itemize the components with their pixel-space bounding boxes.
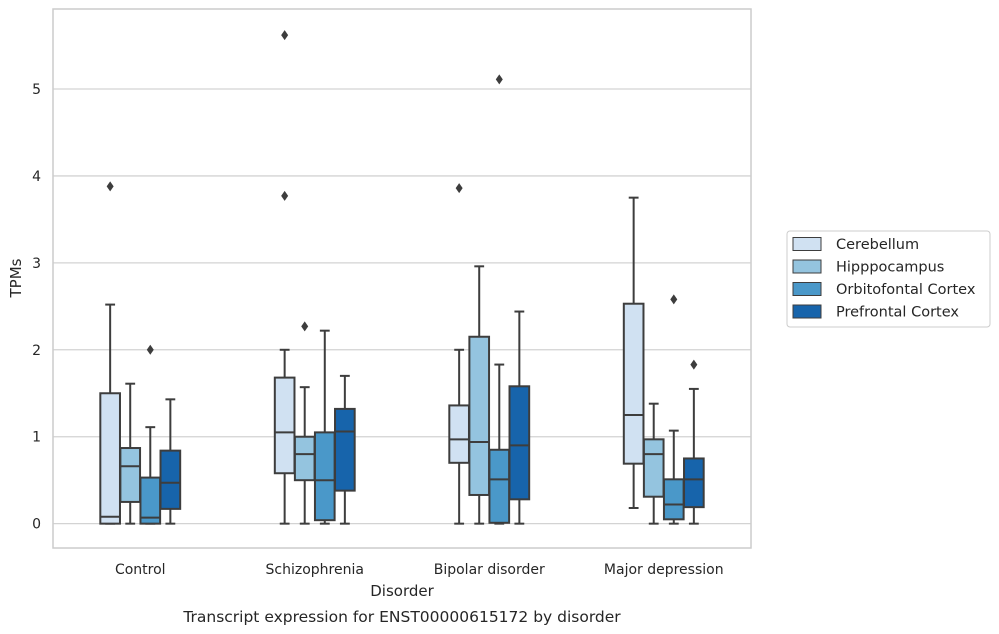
box-3-0 [622, 196, 645, 510]
legend-swatch [792, 259, 822, 274]
y-tick-label: 4 [32, 169, 41, 185]
legend-entry-label: Prefrontal Cortex [836, 305, 959, 321]
outlier-point [670, 294, 678, 305]
box-1-3 [334, 374, 356, 525]
outlier-point [281, 190, 289, 201]
iqr-box [622, 302, 645, 465]
iqr-box [468, 335, 491, 496]
box-0-2 [139, 344, 162, 525]
iqr-box [99, 392, 121, 525]
box-1-1 [293, 321, 316, 525]
iqr-box [334, 407, 356, 492]
iqr-box [662, 478, 685, 521]
outlier-point [690, 359, 698, 370]
y-tick-label: 1 [32, 430, 41, 446]
box-2-1 [468, 265, 491, 525]
iqr-box [293, 435, 316, 482]
y-tick-labels: 0 1 2 3 4 5 [32, 82, 41, 533]
box-3-3 [683, 359, 705, 525]
x-tick-label: Schizophrenia [266, 562, 364, 578]
iqr-box [119, 447, 142, 503]
box-0-0 [99, 181, 121, 525]
plot-frame [52, 8, 752, 549]
legend-entry-label: Orbitofontal Cortex [836, 282, 976, 298]
box-layer [99, 30, 705, 525]
outlier-point [455, 183, 463, 194]
y-tick-label: 0 [32, 517, 41, 533]
legend-entry-label: Hipppocampus [836, 260, 944, 276]
x-axis-label: Disorder [370, 582, 434, 600]
box-3-1 [642, 402, 665, 525]
y-tick-label: 3 [32, 256, 41, 272]
x-tick-label: Control [115, 562, 166, 578]
x-tick-label: Major depression [604, 562, 724, 578]
iqr-box [488, 448, 511, 524]
x-tick-label: Bipolar disorder [434, 562, 545, 578]
box-1-0 [273, 30, 296, 525]
box-2-3 [508, 310, 531, 525]
box-0-3 [159, 398, 182, 525]
iqr-box [508, 385, 531, 501]
legend-swatch [792, 282, 822, 296]
grid-lines [53, 88, 751, 525]
legend-frame [786, 230, 991, 328]
y-tick-label: 2 [32, 343, 41, 359]
y-tick-label: 5 [32, 82, 41, 98]
chart-caption: Transcript expression for ENST0000061517… [182, 608, 621, 626]
box-2-2 [488, 74, 511, 525]
box-1-2 [313, 329, 336, 525]
y-axis-label: TPMs [7, 258, 25, 298]
outlier-point [146, 344, 154, 355]
iqr-box [683, 457, 705, 509]
iqr-box [448, 404, 470, 464]
legend: Cerebellum Hipppocampus Orbitofontal Corte… [786, 230, 991, 328]
iqr-box [273, 376, 296, 475]
iqr-box [313, 431, 336, 522]
box-0-1 [119, 382, 142, 525]
legend-entry-label: Cerebellum [836, 237, 919, 253]
legend-swatch [792, 237, 822, 251]
outlier-point [495, 74, 503, 85]
outlier-point [106, 181, 114, 192]
iqr-box [159, 449, 182, 510]
legend-swatch [792, 304, 822, 319]
iqr-box [642, 438, 665, 498]
x-tick-labels: Control Schizophrenia Bipolar disorder Majo… [115, 562, 724, 578]
outlier-point [301, 321, 309, 332]
box-2-0 [448, 183, 470, 525]
outlier-point [281, 30, 289, 41]
box-3-2 [662, 294, 685, 525]
